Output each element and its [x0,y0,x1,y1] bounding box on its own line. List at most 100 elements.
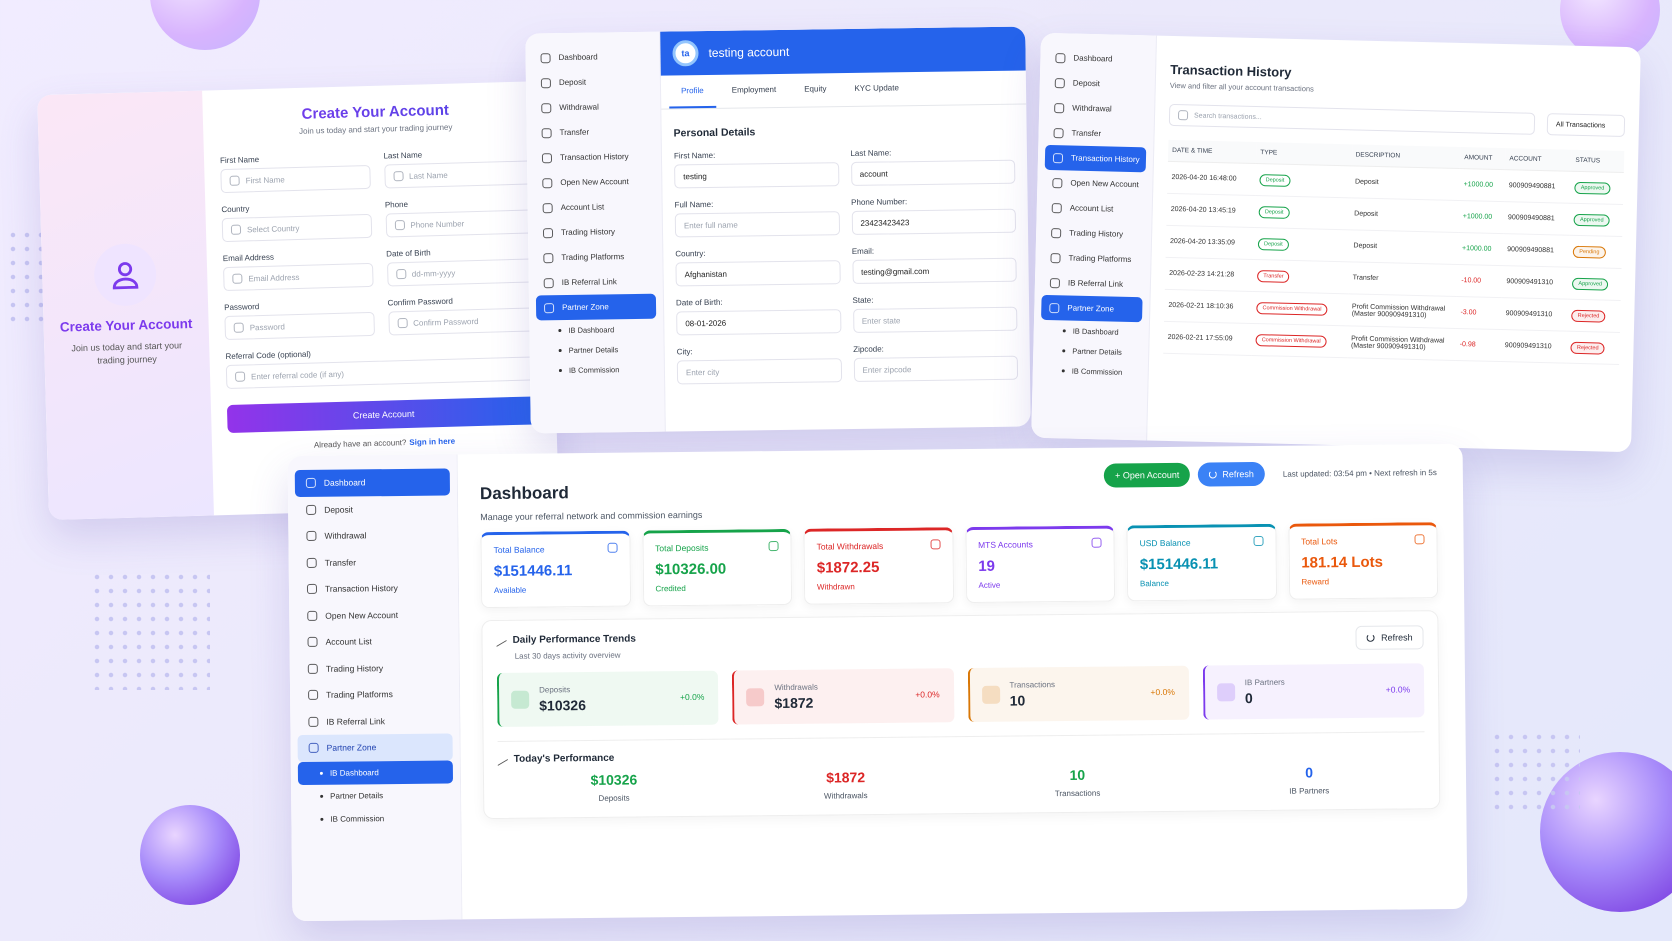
menu-item[interactable]: Trading Platforms [1042,245,1144,272]
input[interactable]: 08-01-2026 [676,309,841,336]
cell-status: Approved [1569,203,1624,237]
input[interactable]: Confirm Password [387,307,538,336]
input[interactable]: Email Address [223,262,374,292]
menu-item[interactable]: Withdrawal [1046,95,1148,122]
submenu-item[interactable]: IB Dashboard [1041,320,1142,342]
menu-label: Open New Account [560,177,629,188]
menu-item[interactable]: Trading History [1043,220,1145,247]
menu-item[interactable]: IB Referral Link [536,269,656,296]
input[interactable]: Enter city [676,358,842,385]
submenu-item[interactable]: IB Commission [1040,360,1141,382]
menu-item[interactable]: Dashboard [532,44,652,71]
menu-item[interactable]: Account List [1043,195,1145,222]
menu-item[interactable]: Deposit [1047,70,1149,97]
search-box[interactable]: Search transactions... [1168,103,1536,135]
field-label: Password [224,302,260,313]
menu-item[interactable]: Open New Account [1044,170,1146,197]
tab[interactable]: KYC Update [854,83,899,93]
icon [1055,52,1066,63]
input[interactable]: First Name [220,164,371,194]
tab[interactable]: Profile [668,74,716,109]
menu-item[interactable]: Open New Account [296,601,451,629]
menu-item[interactable]: Transfer [533,119,653,146]
submenu-item[interactable]: IB Dashboard [297,759,454,785]
menu-item[interactable]: Withdrawal [295,521,450,549]
submenu-item[interactable]: Partner Details [298,783,453,808]
menu-item[interactable]: Transaction History [1044,144,1147,173]
filter-select[interactable]: All Transactions [1546,113,1626,138]
icon [233,322,244,333]
refresh-button[interactable]: Refresh [1355,625,1424,650]
menu-label: IB Dashboard [1072,326,1119,337]
menu-item[interactable]: Partner Zone [297,733,453,762]
menu-item[interactable]: Transaction History [534,144,654,171]
submenu-item[interactable]: IB Commission [298,806,453,831]
menu-item[interactable]: Transaction History [296,574,451,602]
icon [307,663,318,674]
menu-item[interactable]: Partner Zone [1041,294,1143,323]
menu-item[interactable]: Trading Platforms [297,680,452,708]
menu-item[interactable]: Open New Account [534,169,654,196]
input-placeholder: dd-mm-yyyy [411,268,456,279]
input[interactable]: Password [224,311,375,341]
today-value: 0 [1305,764,1314,781]
menu-label: Trading History [325,662,384,674]
input[interactable]: Phone Number [385,209,536,238]
refresh-button[interactable]: Refresh [1198,461,1265,487]
menu-item[interactable]: IB Referral Link [297,707,452,735]
tab[interactable]: Employment [731,85,777,95]
input[interactable]: Enter referral code (if any) [225,356,540,390]
input[interactable]: account [850,159,1016,186]
menu-label: Transfer [1071,128,1102,139]
menu-item[interactable]: Partner Zone [535,293,657,321]
tab[interactable]: Equity [804,84,827,94]
menu-item[interactable]: Deposit [295,495,450,523]
cell-date: 2026-04-20 16:48:00 [1167,161,1257,196]
input-placeholder: Password [249,321,285,332]
input[interactable]: Enter zipcode [853,355,1019,382]
menu-item[interactable]: Transfer [296,548,451,576]
icon [305,478,316,489]
menu-item[interactable]: Deposit [533,69,653,96]
menu-item[interactable]: Account List [296,627,451,655]
open-account-button[interactable]: + Open Account [1103,462,1191,488]
input[interactable]: Enter state [852,306,1018,333]
signin-link[interactable]: Sign in here [409,436,456,447]
input[interactable]: testing [674,162,839,189]
input[interactable]: Enter full name [674,211,840,238]
menu-item[interactable]: Withdrawal [533,94,653,121]
submenu-item[interactable]: Partner Details [1040,340,1141,362]
field-label: City: [676,347,693,357]
input[interactable]: dd-mm-yyyy [386,258,537,287]
trend-card-icon [981,685,1000,704]
menu-label: Transaction History [324,583,398,595]
input-placeholder: Confirm Password [413,316,479,328]
submenu-item[interactable]: IB Dashboard [536,319,656,341]
menu-item[interactable]: Dashboard [1047,45,1149,72]
menu-item[interactable]: Dashboard [294,468,451,497]
menu-label: Withdrawal [324,530,367,542]
submenu-item[interactable]: IB Commission [537,359,657,381]
today-stat: 10 Transactions [961,766,1193,799]
menu-item[interactable]: Account List [534,194,654,221]
icon [230,224,242,235]
cell-amount: -0.98 [1455,328,1502,362]
side-subtitle: Join us today and start your trading jou… [71,339,183,366]
menu-item[interactable]: Trading History [535,219,655,246]
input[interactable]: 23423423423 [851,208,1017,235]
menu-label: Account List [325,636,372,648]
dashboard-header: Dashboard Manage your referral network an… [480,458,1438,522]
register-side: Create Your Account Join us today and sta… [37,90,214,521]
card-note: Reward [1301,577,1330,587]
input[interactable]: testing@gmail.com [851,257,1017,284]
input[interactable]: Select Country [221,213,372,243]
input[interactable]: Last Name [383,160,534,189]
menu-item[interactable]: Transfer [1045,120,1147,147]
menu-item[interactable]: IB Referral Link [1042,270,1144,297]
trend-card: IB Partners 0 +0.0% [1202,663,1425,720]
input[interactable]: Afghanistan [675,260,841,287]
menu-item[interactable]: Trading Platforms [535,244,655,271]
create-button[interactable]: Create Account [226,396,541,434]
submenu-item[interactable]: Partner Details [537,339,657,361]
menu-item[interactable]: Trading History [297,654,452,682]
